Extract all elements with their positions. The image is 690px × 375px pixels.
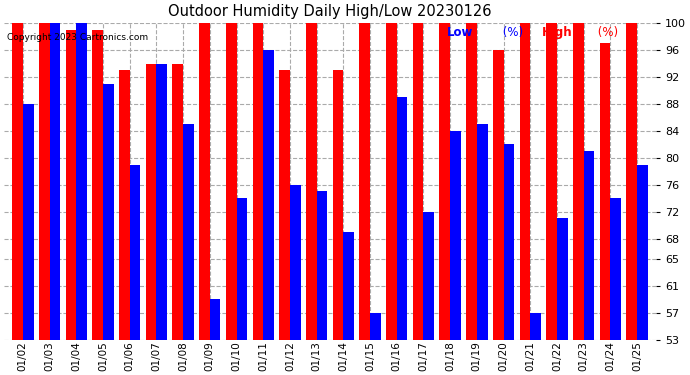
Bar xyxy=(386,23,397,340)
Bar xyxy=(172,63,183,340)
Text: (%): (%) xyxy=(594,26,618,39)
Bar xyxy=(637,165,648,340)
Bar xyxy=(450,131,461,340)
Bar xyxy=(12,23,23,340)
Bar xyxy=(23,104,34,340)
Bar xyxy=(306,23,317,340)
Bar xyxy=(333,70,344,340)
Bar xyxy=(584,151,594,340)
Bar xyxy=(413,23,424,340)
Bar xyxy=(466,23,477,340)
Bar xyxy=(627,23,637,340)
Bar xyxy=(424,211,434,340)
Bar xyxy=(157,63,167,340)
Bar xyxy=(103,84,114,340)
Bar xyxy=(199,23,210,340)
Bar xyxy=(611,198,621,340)
Bar xyxy=(279,70,290,340)
Bar xyxy=(66,30,77,340)
Bar xyxy=(317,192,327,340)
Bar xyxy=(263,50,274,340)
Text: High: High xyxy=(542,26,573,39)
Text: Low: Low xyxy=(447,26,473,39)
Bar xyxy=(50,23,60,340)
Bar xyxy=(440,23,450,340)
Bar xyxy=(237,198,247,340)
Bar xyxy=(77,23,87,340)
Bar xyxy=(344,232,354,340)
Bar xyxy=(493,50,504,340)
Bar xyxy=(531,313,541,340)
Bar xyxy=(520,23,531,340)
Bar xyxy=(146,63,157,340)
Text: (%): (%) xyxy=(500,26,524,39)
Text: Copyright 2023 Cartronics.com: Copyright 2023 Cartronics.com xyxy=(8,33,148,42)
Bar xyxy=(504,144,514,340)
Bar xyxy=(370,313,381,340)
Bar xyxy=(130,165,140,340)
Bar xyxy=(119,70,130,340)
Bar xyxy=(546,23,557,340)
Bar xyxy=(92,30,103,340)
Bar xyxy=(477,124,488,340)
Bar xyxy=(183,124,194,340)
Bar xyxy=(39,23,50,340)
Bar xyxy=(573,23,584,340)
Bar xyxy=(557,218,568,340)
Bar xyxy=(359,23,370,340)
Bar xyxy=(600,43,611,340)
Bar xyxy=(290,185,301,340)
Bar xyxy=(226,23,237,340)
Bar xyxy=(253,23,263,340)
Title: Outdoor Humidity Daily High/Low 20230126: Outdoor Humidity Daily High/Low 20230126 xyxy=(168,4,492,19)
Bar xyxy=(210,299,221,340)
Bar xyxy=(397,97,407,340)
